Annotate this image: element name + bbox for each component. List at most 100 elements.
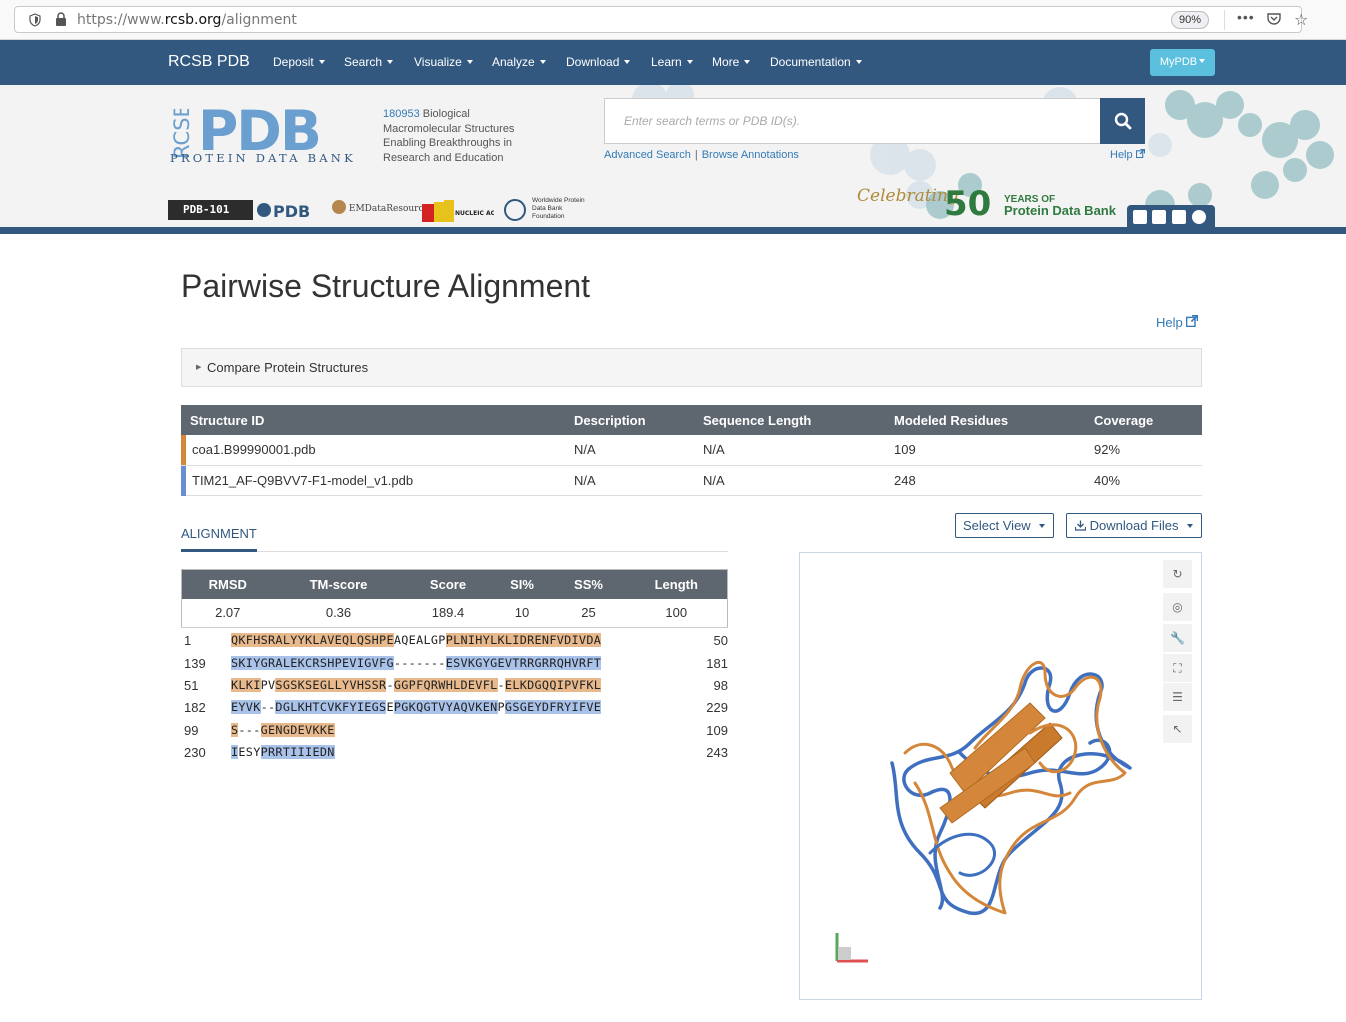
seq-end: 109	[706, 723, 728, 738]
column-header: Description	[565, 405, 694, 435]
advanced-search-link[interactable]: Advanced Search	[604, 149, 691, 161]
tm-score-value: 0.36	[273, 598, 404, 628]
pocket-icon[interactable]	[1267, 12, 1281, 26]
sequence-text: QKFHSRALYYKLAVEQLQSHPEAQEALGPPLNIHYLKLID…	[231, 631, 602, 649]
caret-down-icon	[387, 60, 394, 64]
wwpdb-logo[interactable]: PDB	[256, 199, 326, 221]
brand-link[interactable]: RCSB PDB	[168, 53, 250, 70]
reset-camera-button[interactable]: ↻	[1163, 560, 1192, 588]
nav-learn[interactable]: Learn	[651, 55, 693, 69]
lock-icon[interactable]	[55, 12, 67, 26]
social-links	[1127, 205, 1215, 229]
controls-button[interactable]: 🔧	[1163, 624, 1192, 652]
column-header: Sequence Length	[694, 405, 885, 435]
select-view-dropdown[interactable]: Select View	[955, 513, 1054, 538]
tagline-text: Biological Macromolecular Structures Ena…	[383, 108, 515, 164]
help-link[interactable]: Help	[1156, 314, 1199, 330]
settings-button[interactable]: ☰	[1163, 683, 1192, 711]
caret-down-icon	[686, 60, 693, 64]
aligned-segment: EYVK	[231, 700, 261, 714]
structure-id-cell: coa1.B99990001.pdb	[181, 435, 565, 466]
caret-down-icon	[539, 60, 546, 64]
si-value: 10	[492, 598, 552, 628]
aligned-segment: PRRTIIIEDN	[260, 745, 335, 759]
ndb-logo[interactable]: NUCLEIC ACID	[422, 200, 494, 222]
caret-down-icon	[744, 60, 751, 64]
column-header: SI%	[492, 569, 552, 599]
emdr-label: EMDataResource	[348, 204, 429, 214]
unaligned-segment: P	[497, 700, 505, 714]
zoom-indicator[interactable]: 90%	[1171, 11, 1209, 29]
nav-documentation[interactable]: Documentation	[770, 55, 862, 69]
twitter-icon[interactable]	[1152, 210, 1166, 224]
facebook-icon[interactable]	[1133, 210, 1147, 224]
banner-divider	[0, 227, 1346, 234]
select-view-label: Select View	[963, 518, 1031, 533]
modeled-cell: 248	[885, 465, 1085, 496]
search-button[interactable]	[1100, 98, 1145, 144]
compare-label: Compare Protein Structures	[207, 360, 369, 375]
caret-down-icon	[855, 60, 862, 64]
unaligned-segment: PV	[260, 678, 276, 692]
expand-button[interactable]: ⛶	[1163, 654, 1192, 682]
bookmark-star-icon[interactable]: ☆	[1294, 12, 1309, 29]
aligned-segment: S	[231, 723, 239, 737]
nav-more[interactable]: More	[712, 55, 751, 69]
aligned-segment: ELKDGQQIPVFKL	[504, 678, 602, 692]
nav-label: More	[712, 55, 740, 69]
page-actions-icon[interactable]: •••	[1237, 9, 1255, 25]
nav-deposit[interactable]: Deposit	[273, 55, 325, 69]
sequence-text: EYVK--DGLKHTCVKFYIEGSEPGKQGTVYAQVKENPGSG…	[231, 698, 602, 716]
mypdb-button[interactable]: MyPDB	[1150, 49, 1215, 76]
pdb101-logo[interactable]: PDB-101	[168, 200, 253, 220]
aligned-segment: GGPFQRWHLDEVFL	[393, 678, 498, 692]
pdb-logo[interactable]: PDB	[198, 99, 322, 163]
header-help-link[interactable]: Help	[1110, 148, 1145, 161]
github-icon[interactable]	[1192, 210, 1206, 224]
download-files-dropdown[interactable]: Download Files	[1066, 513, 1202, 538]
emdataresource-logo[interactable]: EMDataResource	[332, 200, 429, 214]
structure-3d-viewer[interactable]	[799, 552, 1202, 1000]
score-value: 189.4	[403, 598, 493, 628]
browse-annotations-link[interactable]: Browse Annotations	[701, 149, 799, 161]
description-cell: N/A	[565, 435, 694, 466]
structure-count-link[interactable]: 180953	[383, 108, 420, 120]
unaligned-segment: -	[497, 678, 505, 692]
screenshot-button[interactable]: ◎	[1163, 593, 1192, 621]
tagline: 180953 Biological Macromolecular Structu…	[383, 107, 533, 165]
browser-toolbar: https://www.rcsb.org/alignment 90% ••• ☆	[0, 0, 1346, 40]
modeled-cell: 109	[885, 435, 1085, 466]
search-input[interactable]: Enter search terms or PDB ID(s).	[604, 98, 1101, 144]
rcsb-logo-mark[interactable]: RCSB	[169, 109, 195, 161]
url-prefix: https://www.	[77, 12, 165, 28]
selection-mode-button[interactable]: ↖	[1163, 715, 1192, 743]
tab-alignment[interactable]: ALIGNMENT	[181, 526, 257, 541]
external-link-icon	[1135, 148, 1145, 159]
emdr-seal-icon	[332, 200, 346, 214]
url-text[interactable]: https://www.rcsb.org/alignment	[77, 12, 297, 28]
reset-icon: ↻	[1172, 567, 1183, 581]
aligned-segment: I	[231, 745, 239, 759]
shield-icon[interactable]	[29, 13, 41, 27]
caret-down-icon	[1199, 59, 1206, 63]
sequence-text: KLKIPVSGSKSEGLLYVHSSR-GGPFQRWHLDEVFL-ELK…	[231, 676, 602, 694]
nav-download[interactable]: Download	[566, 55, 631, 69]
caret-down-icon	[318, 60, 325, 64]
url-bar[interactable]: https://www.rcsb.org/alignment 90% ••• ☆	[14, 6, 1308, 33]
nav-search[interactable]: Search	[344, 55, 394, 69]
url-host: rcsb.org	[164, 12, 222, 28]
aligned-segment: DGLKHTCVKFYIEGS	[275, 700, 387, 714]
seq-start: 139	[184, 656, 206, 671]
active-tab-indicator	[181, 549, 257, 552]
fifty-years-logo: 50	[944, 184, 992, 224]
protein-structure-render[interactable]	[800, 553, 1203, 1001]
nav-visualize[interactable]: Visualize	[414, 55, 473, 69]
youtube-icon[interactable]	[1172, 210, 1186, 224]
aligned-segment: ESVKGYGEVTRRGRRQHVRFT	[445, 656, 602, 670]
celebrating-text: Celebrating	[857, 186, 959, 206]
compare-structures-panel[interactable]: ▶ Compare Protein Structures	[181, 348, 1202, 387]
sequence-row: 99 S---GENGDEVKKE 109	[181, 720, 728, 740]
nav-analyze[interactable]: Analyze	[492, 55, 546, 69]
ss-value: 25	[551, 598, 626, 628]
wwpdb-foundation-logo[interactable]: Worldwide Protein Data Bank Foundation	[504, 197, 594, 221]
